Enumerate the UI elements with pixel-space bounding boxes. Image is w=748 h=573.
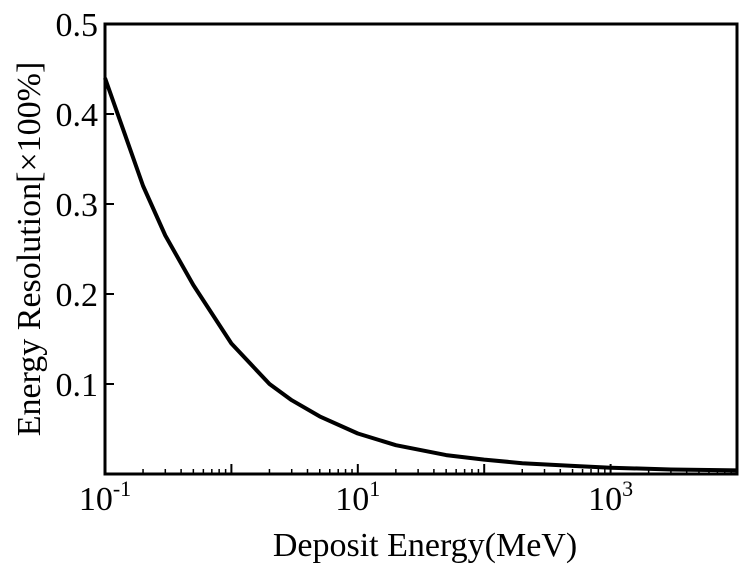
- x-tick-label: 10-1: [79, 476, 131, 518]
- axis-ticks: [104, 23, 738, 474]
- y-tick-label: 0.4: [56, 97, 99, 134]
- x-tick-label: 101: [335, 476, 380, 518]
- x-tick-labels: 10-1 101 103: [79, 476, 633, 518]
- series-line: [103, 77, 738, 473]
- plot-frame: [103, 22, 739, 476]
- x-tick-label: 103: [588, 476, 633, 518]
- y-tick-label: 0.2: [56, 277, 99, 314]
- y-tick-label: 0.5: [56, 7, 99, 44]
- x-axis-title: Deposit Energy(MeV): [273, 527, 577, 564]
- y-tick-label: 0.1: [56, 367, 99, 404]
- y-tick-label: 0.3: [56, 187, 99, 224]
- y-axis-title: Energy Resolution[×100%]: [11, 62, 48, 437]
- series-lines: [103, 77, 738, 473]
- y-tick-labels: 0.1 0.2 0.3 0.4 0.5: [56, 7, 99, 404]
